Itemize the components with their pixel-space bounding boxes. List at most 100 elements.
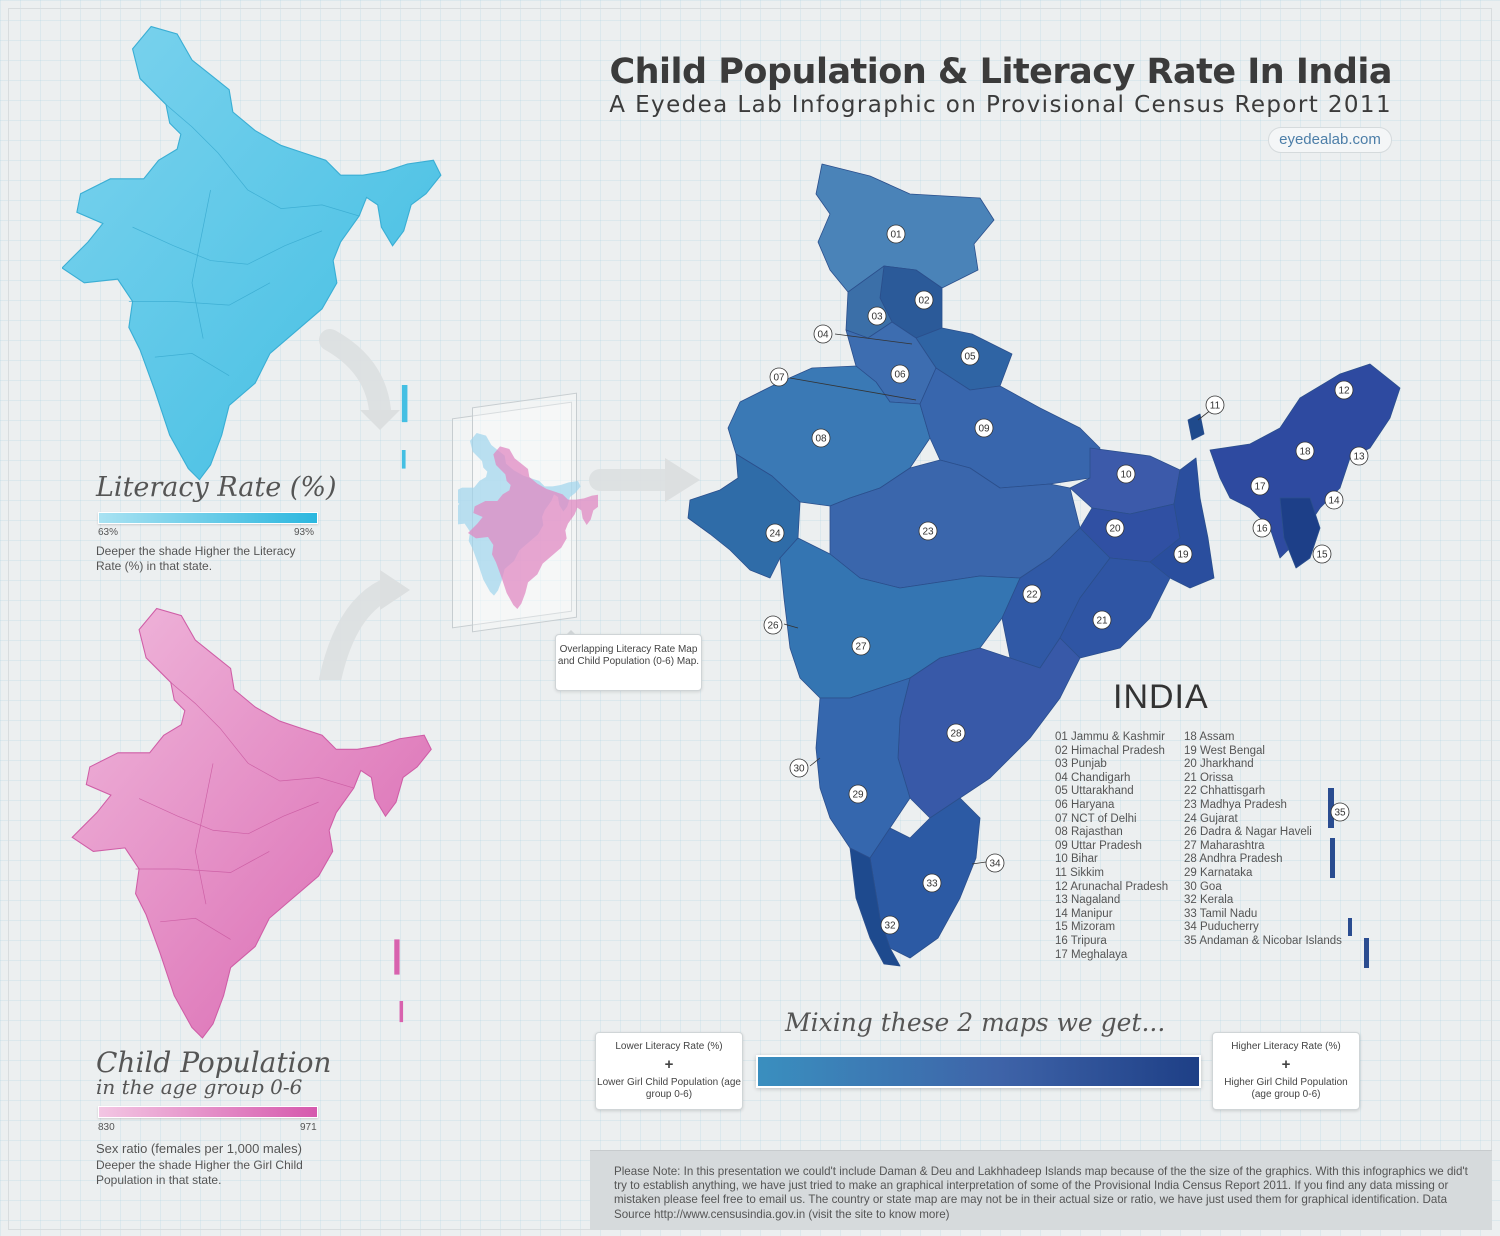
child-gradient-bar: [98, 1106, 318, 1118]
state-marker-13: 13: [1349, 446, 1369, 466]
state-marker-label: 01: [890, 230, 902, 241]
state-key-column-1: 01 Jammu & Kashmir 02 Himachal Pradesh 03 …: [1055, 731, 1168, 962]
andaman-islands: [1328, 788, 1369, 968]
state-marker-label: 26: [767, 621, 779, 632]
state-west-bengal: [1149, 457, 1215, 589]
state-marker-label: 23: [922, 527, 934, 538]
child-legend-title: Child Population: [96, 1046, 332, 1079]
page-subtitle: A Eyedea Lab Infographic on Provisional …: [609, 92, 1392, 118]
state-key-item: 02 Himachal Pradesh: [1055, 744, 1165, 757]
state-mizoram: [1279, 497, 1321, 569]
state-key-item: 04 Chandigarh: [1055, 771, 1131, 784]
state-marker-30: 30: [789, 758, 809, 778]
mix-high-child: Higher Girl Child Population (age group …: [1224, 1077, 1348, 1100]
state-marker-15: 15: [1312, 544, 1332, 564]
state-gujarat: [687, 453, 801, 579]
state-marker-22: 22: [1022, 584, 1042, 604]
state-key-item: 07 NCT of Delhi: [1055, 812, 1137, 825]
arrow-head-top: [360, 410, 400, 430]
literacy-islands: [401, 385, 408, 469]
mix-high-plus: +: [1281, 1056, 1291, 1073]
state-marker-label: 03: [871, 312, 883, 323]
state-marker-label: 30: [793, 764, 805, 775]
state-key-item: 16 Tripura: [1055, 934, 1107, 947]
mix-low-box: Lower Literacy Rate (%) + Lower Girl Chi…: [595, 1032, 743, 1110]
state-marker-label: 08: [815, 434, 827, 445]
state-marker-34: 34: [985, 853, 1005, 873]
state-marker-10: 10: [1116, 464, 1136, 484]
state-marker-label: 32: [884, 921, 896, 932]
state-marker-label: 07: [773, 373, 785, 384]
marker-leaders: [783, 333, 1217, 865]
state-marker-label: 22: [1026, 590, 1038, 601]
state-key-item: 21 Orissa: [1184, 771, 1234, 784]
state-key-item: 09 Uttar Pradesh: [1055, 839, 1142, 852]
mix-low-child: Lower Girl Child Population (age group 0…: [597, 1077, 741, 1100]
state-key-item: 20 Jharkhand: [1184, 758, 1254, 771]
state-marker-label: 21: [1096, 616, 1108, 627]
state-marker-01: 01: [886, 224, 906, 244]
state-marker-32: 32: [880, 915, 900, 935]
mix-title: Mixing these 2 maps we get...: [785, 1008, 1166, 1037]
mix-high-box: Higher Literacy Rate (%) + Higher Girl C…: [1212, 1032, 1360, 1110]
state-key-item: 27 Maharashtra: [1184, 839, 1265, 852]
state-key-item: 03 Punjab: [1055, 758, 1107, 771]
state-marker-label: 17: [1254, 482, 1266, 493]
state-key-item: 06 Haryana: [1055, 798, 1115, 811]
state-marker-label: 09: [978, 424, 990, 435]
state-marker-35: 35: [1330, 802, 1350, 822]
state-key-item: 13 Nagaland: [1055, 894, 1121, 907]
state-key-item: 28 Andhra Pradesh: [1184, 853, 1283, 866]
state-marker-label: 06: [894, 370, 906, 381]
state-key-item: 17 Meghalaya: [1055, 948, 1128, 961]
state-kerala: [849, 847, 901, 967]
state-marker-18: 18: [1295, 441, 1315, 461]
literacy-max-label: 93%: [294, 527, 315, 538]
state-key-item: 26 Dadra & Nagar Haveli: [1184, 826, 1312, 839]
literacy-min-label: 63%: [98, 527, 119, 538]
state-key-item: 22 Chhattisgarh: [1184, 785, 1266, 798]
state-marker-label: 20: [1109, 524, 1121, 535]
state-key-item: 23 Madhya Pradesh: [1184, 798, 1287, 811]
state-marker-label: 34: [989, 859, 1001, 870]
state-marker-17: 17: [1250, 476, 1270, 496]
state-uttar-pradesh: [919, 367, 1101, 489]
flow-arrows: [319, 329, 700, 680]
site-link[interactable]: eyedealab.com: [1268, 127, 1392, 153]
state-marker-07: 07: [769, 367, 789, 387]
state-orissa: [1059, 557, 1171, 659]
state-key-item: 14 Manipur: [1055, 907, 1113, 920]
state-marker-20: 20: [1105, 518, 1125, 538]
india-state-map: 01 02 03 04 05 06 07 08 09 10 11 12 13 14 15 16 17 18 19 20…: [687, 163, 1401, 968]
literacy-map: [62, 25, 442, 481]
mix-low-literacy: Lower Literacy Rate (%): [615, 1041, 723, 1052]
state-marker-label: 33: [926, 879, 938, 890]
state-key-item: 19 West Bengal: [1184, 744, 1265, 757]
state-marker-label: 19: [1177, 550, 1189, 561]
state-key-item: 11 Sikkim: [1055, 866, 1104, 879]
state-key-item: 34 Puducherry: [1184, 921, 1259, 934]
state-marker-label: 13: [1353, 452, 1365, 463]
child-max-label: 971: [300, 1122, 317, 1133]
state-marker-03: 03: [867, 306, 887, 326]
state-key-item: 30 Goa: [1184, 880, 1222, 893]
overlap-callout: Overlapping Literacy Rate Map and Child …: [555, 630, 702, 691]
map-country-label: INDIA: [1113, 678, 1209, 716]
state-marker-label: 15: [1316, 550, 1328, 561]
state-key-item: 29 Karnataka: [1184, 866, 1253, 879]
state-key-item: 35 Andaman & Nicobar Islands: [1184, 934, 1342, 947]
state-marker-label: 11: [1210, 401, 1221, 412]
state-marker-label: 04: [817, 330, 829, 341]
state-marker-02: 02: [914, 290, 934, 310]
state-marker-label: 24: [769, 529, 781, 540]
state-marker-19: 19: [1173, 544, 1193, 564]
state-marker-28: 28: [946, 723, 966, 743]
state-key-item: 08 Rajasthan: [1055, 826, 1123, 839]
arrow-head-bottom: [380, 570, 410, 610]
state-marker-16: 16: [1252, 518, 1272, 538]
state-key-item: 10 Bihar: [1055, 853, 1098, 866]
state-marker-05: 05: [960, 346, 980, 366]
literacy-legend-title: Literacy Rate (%): [96, 472, 337, 503]
state-marker-label: 05: [964, 352, 976, 363]
state-key-item: 24 Gujarat: [1184, 812, 1238, 825]
